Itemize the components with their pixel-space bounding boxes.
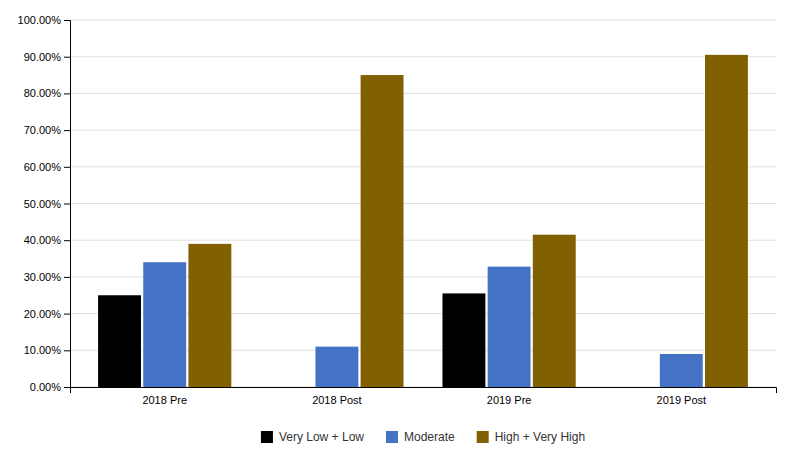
y-tick-label: 60.00% (24, 161, 62, 173)
y-tick-mark (64, 20, 70, 21)
grid-line (70, 240, 776, 241)
x-tick-label: 2018 Pre (142, 394, 187, 406)
bar-series (188, 55, 747, 387)
y-tick: 0.00% (30, 381, 70, 393)
x-tick-label: 2018 Post (312, 394, 362, 406)
x-tick: 2019 Post (657, 394, 707, 406)
y-tick-mark (64, 387, 70, 388)
bar (361, 75, 404, 387)
bar (660, 354, 703, 387)
x-tick: 2018 Pre (142, 394, 187, 406)
y-tick-mark (64, 350, 70, 351)
y-tick-label: 10.00% (24, 344, 62, 356)
y-tick-mark (64, 167, 70, 168)
legend-swatch (261, 431, 273, 443)
y-tick-mark (64, 204, 70, 205)
legend-item: Moderate (386, 430, 455, 444)
y-tick-mark (64, 57, 70, 58)
y-tick-label: 100.00% (18, 14, 62, 26)
y-tick-label: 40.00% (24, 234, 62, 246)
bars (98, 55, 748, 387)
chart: 0.00% 10.00% 20.00% 30.00% 40.00% 50.00% 60.00… (0, 0, 800, 462)
grid-line (70, 166, 776, 167)
y-tick-label: 80.00% (24, 87, 62, 99)
x-tick: 2018 Post (312, 394, 362, 406)
y-tick-mark (64, 314, 70, 315)
x-tick: 2019 Pre (487, 394, 532, 406)
y-tick-label: 50.00% (24, 198, 62, 210)
legend-item: Very Low + Low (261, 430, 364, 444)
y-tick: 90.00% (24, 51, 70, 63)
y-tick: 50.00% (24, 198, 70, 210)
legend-label: High + Very High (495, 430, 585, 444)
y-tick: 30.00% (24, 271, 70, 283)
bar (270, 387, 313, 388)
y-tick-label: 90.00% (24, 51, 62, 63)
y-axis: 0.00% 10.00% 20.00% 30.00% 40.00% 50.00% 60.00… (18, 14, 71, 393)
grid-line (70, 130, 776, 131)
bar (98, 295, 141, 387)
bar (143, 262, 186, 387)
y-tick: 20.00% (24, 308, 70, 320)
y-tick-label: 70.00% (24, 124, 62, 136)
grid-line (70, 56, 776, 57)
y-tick-label: 20.00% (24, 308, 62, 320)
grid-line (70, 93, 776, 94)
x-tick-label: 2019 Post (657, 394, 707, 406)
legend-swatch (386, 431, 398, 443)
bar (315, 347, 358, 387)
y-axis-line (64, 21, 71, 388)
bar (442, 293, 485, 387)
y-tick: 100.00% (18, 14, 70, 26)
bar (615, 387, 658, 388)
x-axis: 2018 Pre 2018 Post 2019 Pre 2019 Post (71, 388, 777, 406)
legend-item: High + Very High (477, 430, 585, 444)
grid-line (70, 203, 776, 204)
bar (705, 55, 748, 387)
y-tick: 70.00% (24, 124, 70, 136)
plot: 0.00% 10.00% 20.00% 30.00% 40.00% 50.00% 60.00… (18, 14, 777, 406)
legend-swatch (477, 431, 489, 443)
y-tick-mark (64, 240, 70, 241)
y-tick-mark (64, 93, 70, 94)
y-tick-label: 30.00% (24, 271, 62, 283)
y-tick: 60.00% (24, 161, 70, 173)
y-tick-mark (64, 277, 70, 278)
x-axis-line (71, 388, 777, 394)
grid-line (70, 20, 776, 21)
y-tick: 10.00% (24, 344, 70, 356)
bar (533, 235, 576, 387)
bar (188, 244, 231, 387)
legend: Very Low + Low Moderate High + Very High (261, 430, 585, 444)
y-tick: 80.00% (24, 87, 70, 99)
y-tick: 40.00% (24, 234, 70, 246)
bar (488, 267, 531, 387)
y-tick-mark (64, 130, 70, 131)
grid (70, 20, 776, 387)
y-tick-label: 0.00% (30, 381, 61, 393)
x-tick-label: 2019 Pre (487, 394, 532, 406)
legend-label: Moderate (404, 430, 455, 444)
legend-label: Very Low + Low (279, 430, 364, 444)
